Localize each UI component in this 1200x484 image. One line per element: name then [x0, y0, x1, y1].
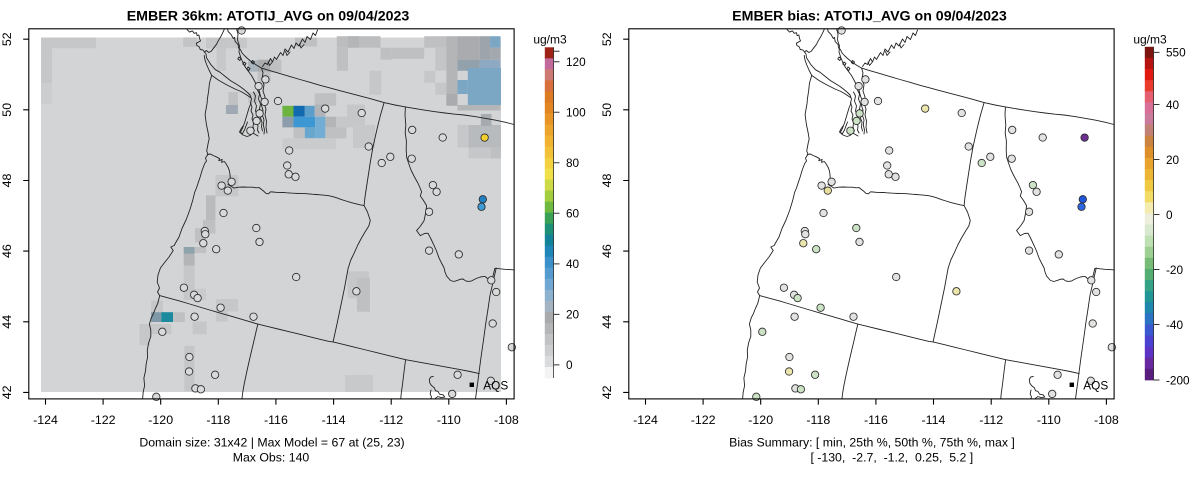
svg-text:60: 60: [566, 207, 580, 221]
svg-text:Domain size: 31x42 | Max Model: Domain size: 31x42 | Max Model = 67 at (…: [139, 436, 404, 450]
svg-text:-114: -114: [922, 413, 946, 427]
svg-text:EMBER bias: ATOTIJ_AVG on 09/0: EMBER bias: ATOTIJ_AVG on 09/04/2023: [732, 9, 1007, 25]
svg-text:40: 40: [566, 257, 580, 271]
svg-text:-112: -112: [379, 413, 403, 427]
svg-text:40: 40: [1166, 98, 1180, 112]
svg-text:ug/m3: ug/m3: [1133, 33, 1167, 47]
svg-text:48: 48: [600, 174, 614, 188]
svg-text:44: 44: [0, 315, 14, 329]
svg-text:AQS: AQS: [1083, 378, 1108, 392]
svg-text:42: 42: [0, 385, 14, 399]
svg-text:-108: -108: [1094, 413, 1119, 427]
svg-text:-40: -40: [1166, 318, 1183, 332]
svg-text:550: 550: [1166, 46, 1186, 60]
svg-text:46: 46: [600, 244, 614, 258]
svg-text:-120: -120: [748, 413, 773, 427]
svg-text:100: 100: [566, 106, 586, 120]
svg-text:ug/m3: ug/m3: [533, 33, 567, 47]
svg-text:-20: -20: [1166, 263, 1183, 277]
svg-text:-124: -124: [33, 413, 58, 427]
svg-text:-114: -114: [322, 413, 346, 427]
svg-text:20: 20: [566, 308, 580, 322]
svg-text:-110: -110: [1037, 413, 1061, 427]
svg-text:Max Obs: 140: Max Obs: 140: [233, 451, 310, 465]
svg-text:52: 52: [600, 32, 614, 46]
svg-text:-108: -108: [494, 413, 519, 427]
svg-text:AQS: AQS: [483, 378, 508, 392]
svg-text:20: 20: [1166, 153, 1180, 167]
svg-text:-122: -122: [691, 413, 716, 427]
svg-text:Bias Summary: [ min, 25th %, 5: Bias Summary: [ min, 25th %, 50th %, 75t…: [729, 436, 1015, 450]
svg-text:-120: -120: [148, 413, 173, 427]
svg-text:50: 50: [600, 103, 614, 117]
svg-text:[ -130, -2.7, -1.2, 0.25,: [ -130, -2.7, -1.2, 0.25, 5.2 ]: [810, 451, 973, 465]
svg-text:-116: -116: [264, 413, 288, 427]
svg-text:46: 46: [0, 244, 14, 258]
svg-text:52: 52: [0, 32, 14, 46]
svg-text:0: 0: [1166, 208, 1173, 222]
svg-text:-118: -118: [806, 413, 830, 427]
svg-text:-124: -124: [633, 413, 658, 427]
svg-text:-118: -118: [206, 413, 230, 427]
svg-text:-200: -200: [1166, 373, 1190, 387]
svg-text:120: 120: [566, 55, 586, 69]
svg-text:50: 50: [0, 103, 14, 117]
svg-text:-112: -112: [979, 413, 1003, 427]
svg-text:0: 0: [566, 358, 573, 372]
svg-text:-116: -116: [864, 413, 888, 427]
svg-text:EMBER 36km: ATOTIJ_AVG on 09/0: EMBER 36km: ATOTIJ_AVG on 09/04/2023: [127, 9, 410, 25]
svg-text:42: 42: [600, 385, 614, 399]
svg-text:-122: -122: [91, 413, 116, 427]
svg-text:-110: -110: [437, 413, 461, 427]
svg-text:44: 44: [600, 315, 614, 329]
svg-text:80: 80: [566, 156, 580, 170]
svg-text:48: 48: [0, 174, 14, 188]
